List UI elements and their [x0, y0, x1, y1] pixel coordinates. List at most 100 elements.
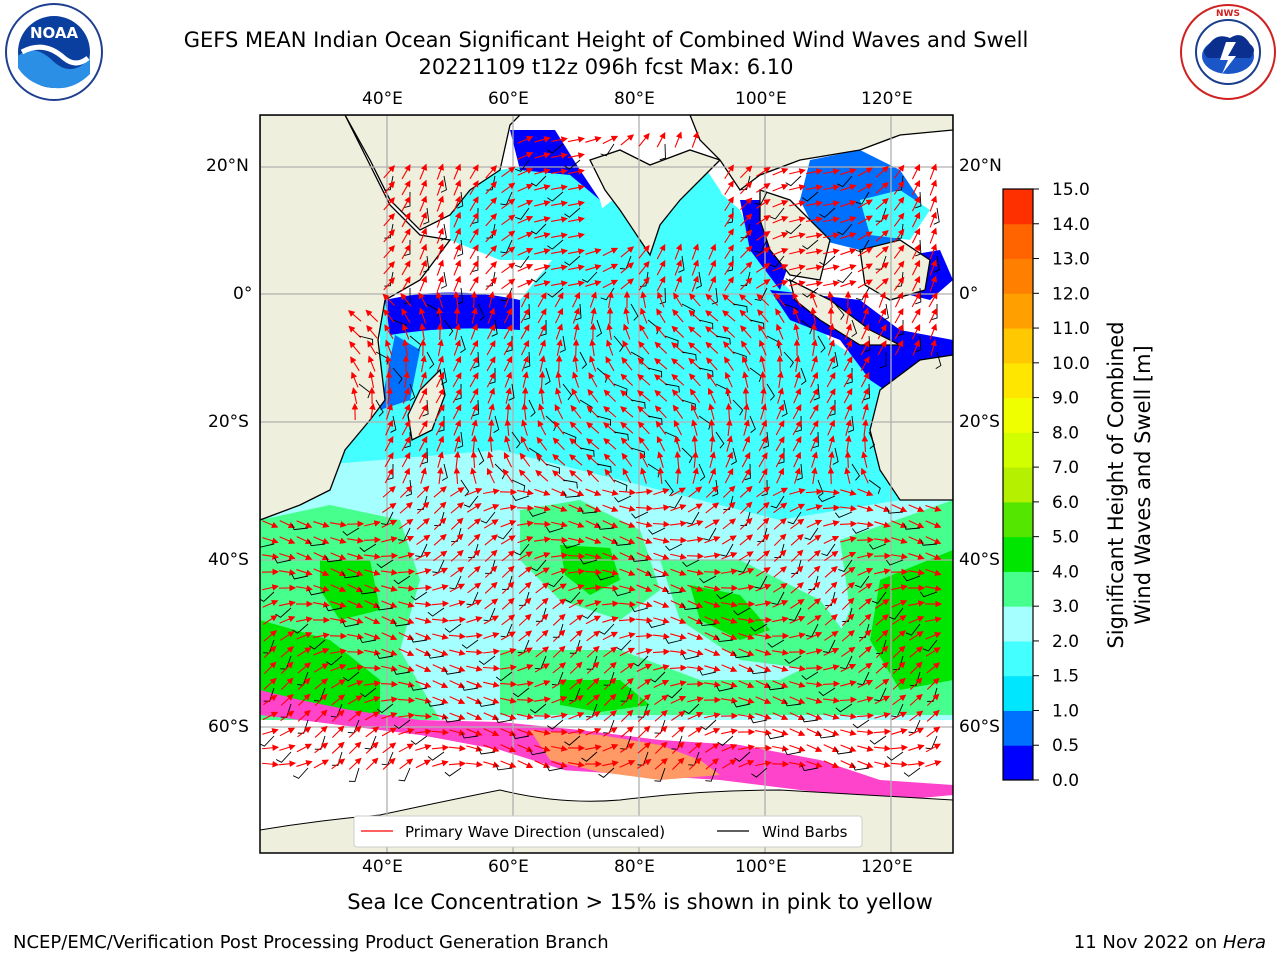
wave-direction-arrow	[756, 533, 770, 546]
wave-direction-arrow	[671, 325, 685, 338]
wind-barb	[375, 399, 384, 417]
wind-barb	[740, 511, 751, 527]
wave-direction-arrow	[383, 181, 395, 195]
wind-barb	[703, 527, 717, 541]
wind-barb	[933, 207, 940, 225]
wave-direction-arrow	[537, 308, 547, 324]
wind-barb	[935, 351, 942, 369]
wind-barb	[647, 367, 663, 378]
wave-direction-arrow	[724, 276, 734, 292]
wave-direction-arrow	[347, 537, 364, 544]
wave-direction-arrow	[772, 168, 789, 176]
wind-barb	[882, 303, 889, 321]
wind-barb	[511, 479, 526, 492]
wave-direction-arrow	[674, 131, 682, 148]
wave-direction-arrow	[671, 342, 685, 354]
wave-direction-arrow	[810, 435, 819, 452]
wind-barb	[579, 447, 595, 457]
wave-direction-arrow	[485, 261, 498, 275]
wave-direction-arrow	[893, 228, 905, 243]
wind-barb	[563, 491, 581, 498]
wave-direction-arrow	[520, 339, 530, 356]
wave-direction-arrow	[857, 183, 873, 193]
wave-direction-arrow	[688, 486, 703, 498]
wave-direction-arrow	[534, 552, 551, 560]
wave-direction-arrow	[893, 196, 905, 211]
colorbar-tick-label: 1.0	[1052, 701, 1079, 721]
wave-direction-arrow	[534, 200, 551, 207]
colorbar-tick-label: 15.0	[1052, 180, 1090, 200]
wave-direction-arrow	[789, 200, 806, 207]
wave-direction-arrow	[537, 323, 547, 340]
wind-barb	[493, 415, 500, 433]
wave-direction-arrow	[725, 387, 732, 404]
wave-direction-arrow	[724, 260, 734, 276]
wave-direction-arrow	[517, 551, 533, 561]
wave-direction-arrow	[469, 372, 479, 388]
nws-logo: NWS	[1178, 2, 1278, 102]
wave-direction-arrow	[537, 292, 547, 308]
wind-barb	[614, 539, 632, 546]
wave-direction-arrow	[589, 339, 596, 356]
wave-direction-arrow	[789, 488, 806, 495]
wave-direction-arrow	[436, 227, 444, 244]
wave-direction-arrow	[399, 502, 413, 514]
wave-direction-arrow	[725, 402, 733, 421]
wave-direction-arrow	[602, 263, 619, 273]
wave-direction-arrow	[487, 418, 495, 437]
lat-tick-right-0: 0°	[959, 284, 979, 304]
wave-direction-arrow	[572, 354, 579, 372]
wave-direction-arrow	[861, 307, 869, 324]
colorbar-tick-label: 11.0	[1052, 319, 1090, 339]
wave-direction-arrow	[534, 280, 551, 287]
wave-direction-arrow	[500, 504, 517, 511]
wave-direction-arrow	[383, 245, 395, 259]
wave-direction-arrow	[517, 215, 534, 224]
wave-direction-arrow	[654, 405, 667, 419]
wave-direction-arrow	[638, 340, 650, 355]
wave-direction-arrow	[471, 307, 478, 324]
wave-direction-arrow	[517, 536, 534, 544]
wave-direction-arrow	[827, 291, 834, 308]
wind-barb	[547, 287, 564, 298]
wind-barb	[740, 271, 751, 287]
wave-direction-arrow	[840, 168, 857, 176]
wave-direction-arrow	[534, 168, 551, 175]
wave-direction-arrow	[775, 323, 784, 340]
wind-barb	[468, 543, 479, 558]
wave-direction-arrow	[654, 389, 668, 402]
wave-direction-arrow	[381, 519, 398, 528]
wave-direction-arrow	[739, 534, 754, 546]
wave-direction-arrow	[552, 437, 565, 451]
wave-direction-arrow	[794, 467, 801, 484]
wave-direction-arrow	[756, 486, 771, 498]
wind-barb	[440, 271, 447, 289]
wind-barb	[544, 367, 551, 385]
wave-direction-arrow	[758, 435, 768, 452]
wave-direction-arrow	[722, 294, 736, 306]
wind-barb	[451, 527, 462, 542]
wave-direction-arrow	[773, 517, 787, 530]
wind-barb	[477, 447, 485, 465]
wind-barb	[698, 319, 714, 330]
wave-direction-arrow	[772, 216, 789, 224]
wave-direction-arrow	[844, 467, 851, 484]
wave-direction-arrow	[487, 451, 494, 468]
wave-direction-arrow	[568, 216, 585, 223]
wave-direction-arrow	[826, 372, 836, 388]
wind-barb	[497, 527, 513, 540]
wave-direction-arrow	[453, 466, 461, 485]
colorbar-tick-label: 5.0	[1052, 528, 1079, 548]
wave-direction-arrow	[366, 324, 378, 339]
wind-barb	[563, 542, 581, 549]
wave-direction-arrow	[587, 388, 599, 403]
wind-barb	[409, 383, 416, 402]
wave-direction-arrow	[469, 228, 479, 244]
wave-direction-arrow	[723, 356, 734, 371]
wave-direction-arrow	[313, 521, 330, 528]
wave-direction-arrow	[517, 489, 534, 496]
wave-direction-arrow	[602, 536, 619, 545]
wave-direction-arrow	[656, 131, 666, 148]
wave-direction-arrow	[638, 276, 650, 291]
wave-direction-arrow	[772, 280, 789, 288]
